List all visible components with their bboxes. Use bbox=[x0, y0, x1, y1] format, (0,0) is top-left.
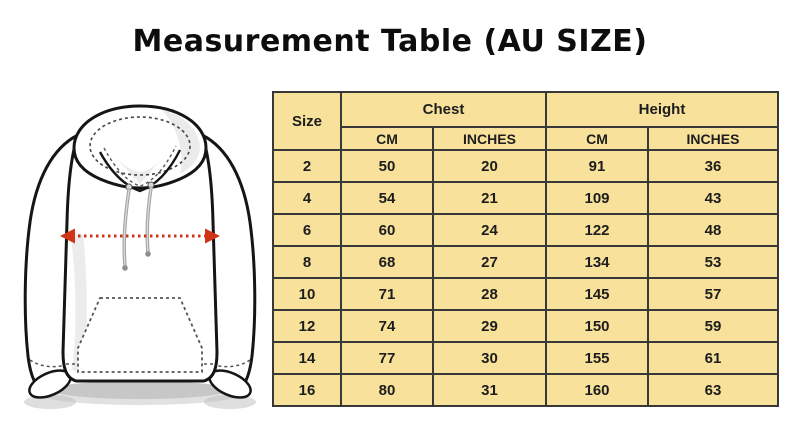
cell-height-inches: 61 bbox=[646, 341, 780, 375]
cell-height-cm: 109 bbox=[545, 181, 649, 215]
table-row: 6 60 24 122 48 bbox=[272, 213, 780, 247]
cell-size: 6 bbox=[272, 213, 342, 247]
cell-chest-inches: 28 bbox=[432, 277, 547, 311]
measurement-table: Size Chest Height CM INCHES CM INCHES 2 … bbox=[272, 91, 780, 407]
hoodie-line-art-svg bbox=[23, 104, 257, 409]
cell-height-inches: 36 bbox=[646, 149, 780, 183]
cell-chest-cm: 71 bbox=[340, 277, 434, 311]
chest-width-arrow-icon bbox=[60, 228, 220, 244]
table-row: 4 54 21 109 43 bbox=[272, 181, 780, 215]
cell-height-inches: 43 bbox=[646, 181, 780, 215]
col-header-size: Size bbox=[272, 91, 342, 151]
col-group-chest: Chest bbox=[340, 91, 547, 128]
table-row: 16 80 31 160 63 bbox=[272, 373, 780, 407]
cell-height-inches: 63 bbox=[646, 373, 780, 407]
cell-height-inches: 57 bbox=[646, 277, 780, 311]
cell-height-inches: 59 bbox=[646, 309, 780, 343]
cell-chest-inches: 31 bbox=[432, 373, 547, 407]
hoodie-hood bbox=[72, 104, 208, 193]
cell-height-cm: 91 bbox=[545, 149, 649, 183]
col-header-chest-cm: CM bbox=[340, 126, 434, 151]
cell-chest-inches: 27 bbox=[432, 245, 547, 279]
table-row: 12 74 29 150 59 bbox=[272, 309, 780, 343]
col-group-height: Height bbox=[544, 91, 780, 128]
cell-chest-cm: 54 bbox=[340, 181, 434, 215]
cell-chest-inches: 30 bbox=[432, 341, 547, 375]
table-row: 14 77 30 155 61 bbox=[272, 341, 780, 375]
cell-size: 14 bbox=[272, 341, 342, 375]
cell-chest-inches: 20 bbox=[432, 149, 547, 183]
kangaroo-pocket bbox=[77, 297, 203, 373]
cell-height-cm: 134 bbox=[545, 245, 649, 279]
col-header-height-cm: CM bbox=[545, 126, 649, 151]
cell-chest-inches: 24 bbox=[432, 213, 547, 247]
cell-height-cm: 160 bbox=[545, 373, 649, 407]
page-title: Measurement Table (AU SIZE) bbox=[132, 24, 648, 59]
table-row: 10 71 28 145 57 bbox=[272, 277, 780, 311]
cell-chest-inches: 29 bbox=[432, 309, 547, 343]
table-header-unit-row: CM INCHES CM INCHES bbox=[273, 126, 780, 151]
cell-chest-cm: 77 bbox=[340, 341, 434, 375]
cell-height-cm: 145 bbox=[545, 277, 649, 311]
cell-chest-cm: 80 bbox=[340, 373, 434, 407]
cell-chest-inches: 21 bbox=[432, 181, 547, 215]
cell-size: 4 bbox=[272, 181, 342, 215]
drawstrings bbox=[122, 181, 155, 271]
cell-height-cm: 155 bbox=[545, 341, 649, 375]
cell-height-cm: 122 bbox=[545, 213, 649, 247]
cell-size: 2 bbox=[272, 149, 342, 183]
col-header-chest-inches: INCHES bbox=[432, 126, 547, 151]
cell-chest-cm: 60 bbox=[340, 213, 434, 247]
cell-chest-cm: 68 bbox=[340, 245, 434, 279]
cell-size: 16 bbox=[272, 373, 342, 407]
table-row: 8 68 27 134 53 bbox=[272, 245, 780, 279]
cell-chest-cm: 50 bbox=[340, 149, 434, 183]
hoodie-shadow bbox=[24, 381, 256, 409]
table-header-group-row: Size Chest Height bbox=[272, 91, 780, 151]
cell-size: 10 bbox=[272, 277, 342, 311]
cell-height-inches: 53 bbox=[646, 245, 780, 279]
cell-chest-cm: 74 bbox=[340, 309, 434, 343]
hoodie-cuffs bbox=[28, 369, 252, 399]
col-header-height-inches: INCHES bbox=[646, 126, 780, 151]
cell-height-inches: 48 bbox=[646, 213, 780, 247]
cell-size: 12 bbox=[272, 309, 342, 343]
hoodie-illustration bbox=[12, 90, 268, 438]
table-row: 2 50 20 91 36 bbox=[272, 149, 780, 183]
cell-height-cm: 150 bbox=[545, 309, 649, 343]
cell-size: 8 bbox=[272, 245, 342, 279]
